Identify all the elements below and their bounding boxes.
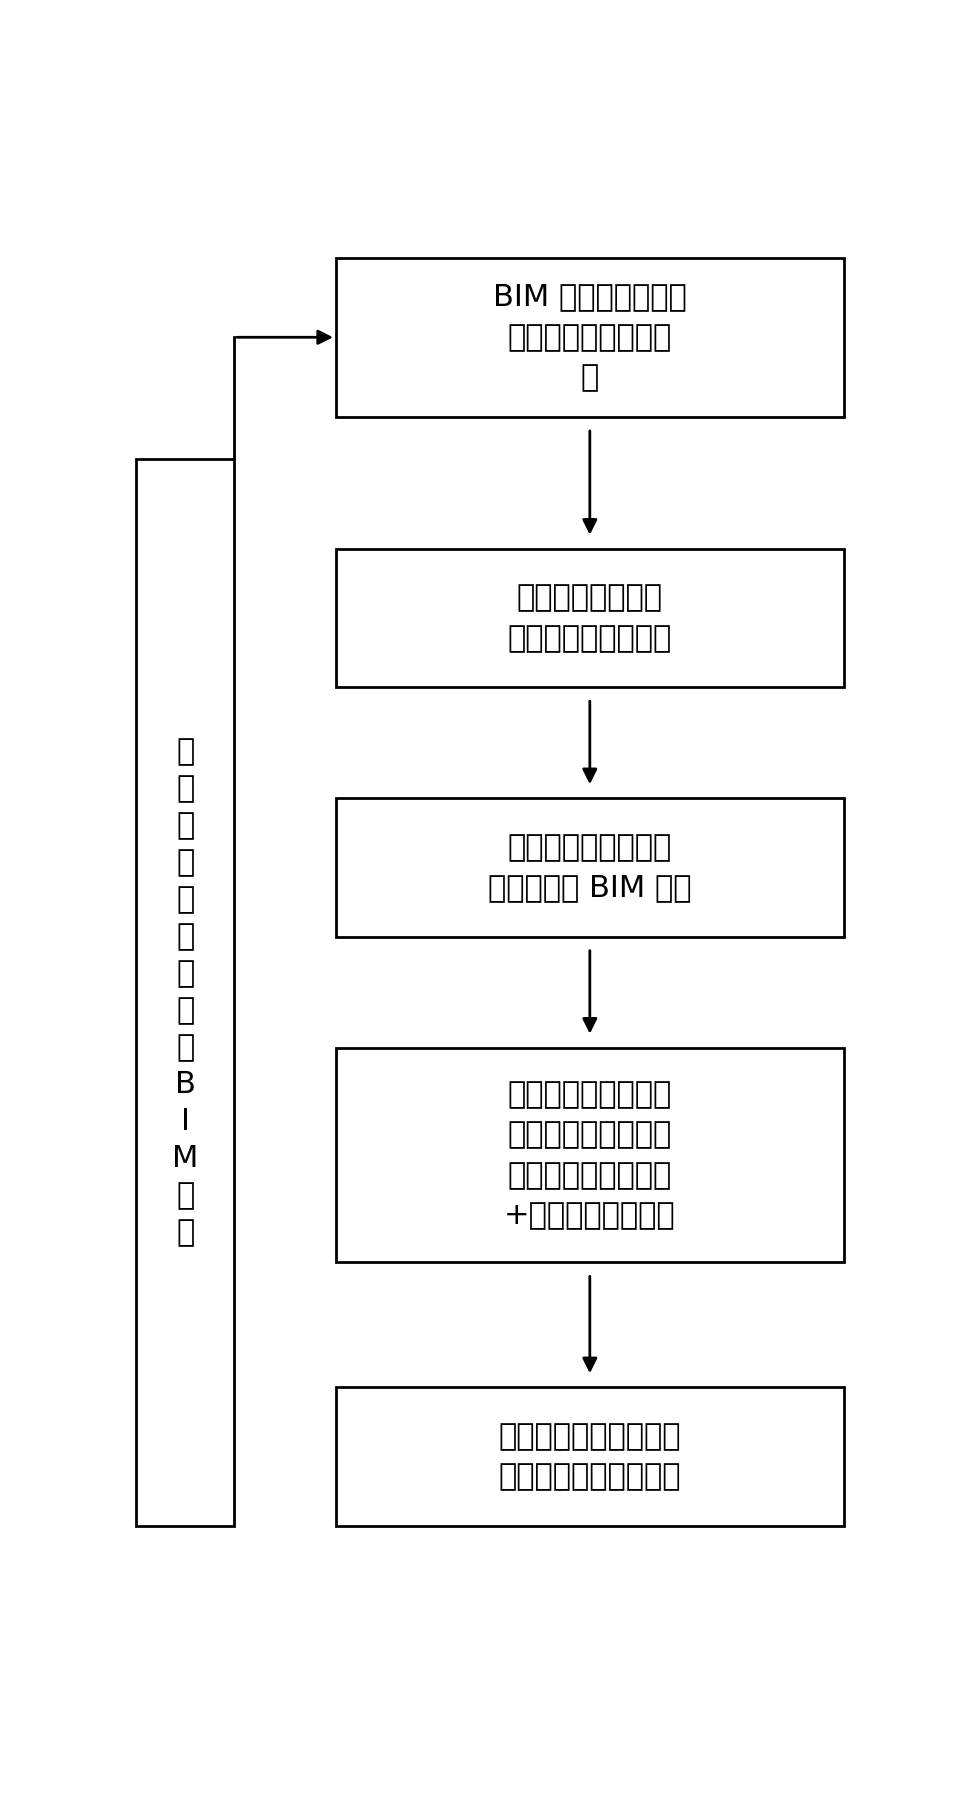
Text: 整
改
问
题
构
件
更
新
至
B
I
M
模
型: 整 改 问 题 构 件 更 新 至 B I M 模 型 (172, 736, 198, 1247)
Bar (336, 1388, 844, 1526)
Bar (336, 1048, 844, 1262)
Text: 监测数据自动加载至
自我调节的 BIM 模型: 监测数据自动加载至 自我调节的 BIM 模型 (488, 833, 691, 902)
Bar (336, 797, 844, 936)
Bar (336, 549, 844, 688)
Text: 钢构件上安置结构
应力、应变监测装置: 钢构件上安置结构 应力、应变监测装置 (508, 583, 672, 653)
Text: 消除风险，整改问题构
件（构件加强或替换）: 消除风险，整改问题构 件（构件加强或替换） (498, 1422, 681, 1490)
Text: 利用自动调节后的最
新模型进行结构分析
计算并进行风险预警
+系统在线自我学习: 利用自动调节后的最 新模型进行结构分析 计算并进行风险预警 +系统在线自我学习 (504, 1080, 676, 1229)
Text: BIM 信息化模型中添
加结构及外界环境信
息: BIM 信息化模型中添 加结构及外界环境信 息 (493, 283, 686, 392)
Bar (136, 459, 234, 1526)
Bar (336, 257, 844, 418)
